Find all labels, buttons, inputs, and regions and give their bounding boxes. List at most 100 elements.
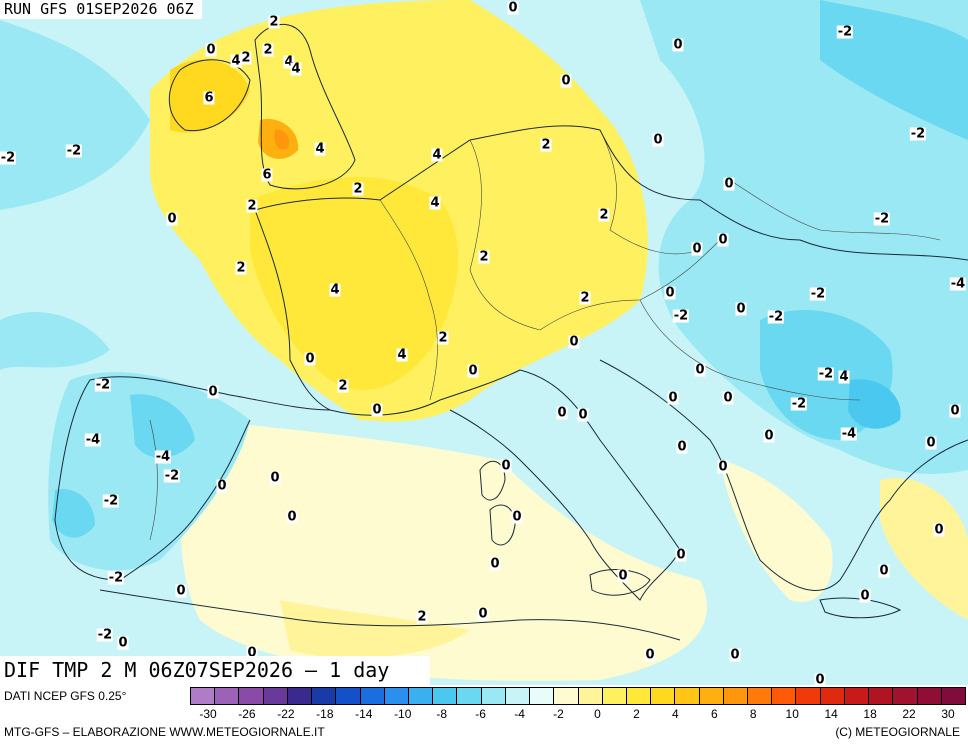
color-scale-tick-label: -2 bbox=[553, 707, 564, 721]
hot-spot-england bbox=[274, 129, 290, 150]
color-scale-swatch bbox=[723, 688, 749, 704]
contour-value-label: 0 bbox=[166, 211, 178, 227]
iberia-cold-core bbox=[130, 394, 195, 458]
contour-value-label: 2 bbox=[478, 249, 490, 265]
color-scale-swatch bbox=[433, 688, 458, 704]
contour-value-label: 0 bbox=[577, 407, 589, 423]
portugal-cold-core bbox=[52, 489, 95, 538]
contour-value-label: 2 bbox=[437, 330, 449, 346]
contour-value-label: 0 bbox=[560, 73, 572, 89]
contour-value-label: 2 bbox=[579, 290, 591, 306]
contour-value-label: 0 bbox=[568, 334, 580, 350]
color-scale-tick-label: -10 bbox=[394, 707, 412, 721]
contour-value-label: 0 bbox=[763, 428, 775, 444]
color-scale-swatch bbox=[626, 688, 652, 704]
color-scale-swatch bbox=[748, 688, 773, 704]
color-scale-swatch bbox=[360, 688, 385, 704]
contour-value-label: 0 bbox=[617, 568, 629, 584]
color-scale-swatch bbox=[941, 688, 965, 704]
contour-value-label: 2 bbox=[598, 207, 610, 223]
contour-value-label: 0 bbox=[878, 563, 890, 579]
contour-value-label: 0 bbox=[667, 390, 679, 406]
contour-value-label: 0 bbox=[729, 647, 741, 663]
contour-value-label: 0 bbox=[507, 0, 519, 16]
color-scale-ticks: -30 -26 -22 -18 -14 -10 -8 -6 -4 -2 0 2 4 6 8 10 14 18 22 3… bbox=[190, 707, 966, 723]
contour-value-label: -4 bbox=[84, 432, 102, 448]
iberia-cool-area bbox=[48, 372, 251, 571]
contour-value-label: 2 bbox=[262, 42, 274, 58]
contour-value-label: 0 bbox=[286, 509, 298, 525]
color-scale-swatch bbox=[869, 688, 894, 704]
russia-cold-area bbox=[820, 0, 968, 140]
contour-value-label: 2 bbox=[235, 260, 247, 276]
color-scale-tick-label: 22 bbox=[902, 707, 916, 721]
color-scale-swatch bbox=[239, 688, 264, 704]
contour-value-label: 4 bbox=[429, 195, 441, 211]
color-scale-tick-label: -8 bbox=[436, 707, 448, 721]
color-scale-tick-label: 2 bbox=[633, 707, 640, 721]
contour-value-label: -2 bbox=[767, 309, 785, 325]
contour-value-label: 2 bbox=[352, 181, 364, 197]
contour-value-label: 0 bbox=[216, 478, 228, 494]
contour-value-label: 0 bbox=[371, 402, 383, 418]
color-scale-swatch bbox=[820, 688, 845, 704]
atlantic-cool-area bbox=[0, 20, 150, 210]
contour-value-label: 0 bbox=[246, 645, 258, 661]
color-scale-swatch bbox=[481, 688, 506, 704]
contour-value-label: -2 bbox=[672, 308, 690, 324]
contour-value-label: 4 bbox=[329, 282, 341, 298]
data-source-label: DATI NCEP GFS 0.25° bbox=[4, 689, 127, 703]
color-scale-swatch bbox=[191, 688, 216, 704]
footer: DATI NCEP GFS 0.25° -30 -26 -22 -18 -14 -10 -8… bbox=[0, 685, 968, 745]
color-scale-swatch bbox=[287, 688, 313, 704]
color-scale-tick-label: -4 bbox=[514, 707, 525, 721]
color-scale-tick-label: 0 bbox=[594, 707, 601, 721]
north-africa-warm-strip bbox=[280, 600, 470, 659]
contour-value-label: 0 bbox=[735, 301, 747, 317]
contour-value-label: 0 bbox=[467, 363, 479, 379]
contour-value-label: 0 bbox=[672, 37, 684, 53]
color-scale-tick-label: 30 bbox=[941, 707, 955, 721]
color-scale-tick-label: -6 bbox=[475, 707, 486, 721]
turkey-warm-area bbox=[880, 478, 968, 620]
contour-value-label: 2 bbox=[268, 14, 280, 30]
contour-value-label: -4 bbox=[949, 276, 967, 292]
atlantic-cool-area-south bbox=[0, 311, 110, 370]
contour-value-label: 0 bbox=[207, 384, 219, 400]
contour-value-label: 6 bbox=[261, 167, 273, 183]
contour-value-label: 0 bbox=[723, 176, 735, 192]
color-scale-swatch bbox=[917, 688, 942, 704]
contour-value-label: 4 bbox=[838, 369, 850, 385]
contour-value-label: 0 bbox=[691, 241, 703, 257]
contour-value-label: 0 bbox=[675, 547, 687, 563]
warm-core-france bbox=[250, 176, 459, 390]
contour-value-label: 2 bbox=[540, 137, 552, 153]
color-scale-tick-label: -26 bbox=[238, 707, 256, 721]
color-scale-swatch bbox=[336, 688, 361, 704]
contour-value-label: 0 bbox=[652, 132, 664, 148]
color-scale-swatch bbox=[772, 688, 797, 704]
contour-value-label: -2 bbox=[65, 143, 83, 159]
contour-value-label: 4 bbox=[290, 61, 302, 77]
color-scale-swatch bbox=[530, 688, 555, 704]
credits-left: MTG-GFS – ELABORAZIONE WWW.METEOGIORNALE… bbox=[4, 725, 325, 739]
contour-value-label: 2 bbox=[416, 609, 428, 625]
color-scale-swatch bbox=[312, 688, 337, 704]
color-scale-swatch bbox=[554, 688, 579, 704]
contour-value-label: -2 bbox=[0, 150, 17, 166]
contour-value-label: -2 bbox=[817, 366, 835, 382]
contour-value-label: 0 bbox=[269, 470, 281, 486]
contour-value-label: -2 bbox=[790, 396, 808, 412]
contour-value-label: 0 bbox=[664, 285, 676, 301]
color-scale-tick-label: -14 bbox=[355, 707, 373, 721]
color-scale-swatch bbox=[263, 688, 288, 704]
color-scale-tick-label: 18 bbox=[863, 707, 877, 721]
country-borders bbox=[149, 129, 941, 541]
contour-value-label: 4 bbox=[396, 347, 408, 363]
contour-value-label: 0 bbox=[489, 556, 501, 572]
color-scale-swatch bbox=[651, 688, 676, 704]
color-scale-swatch bbox=[844, 688, 870, 704]
color-scale-swatch bbox=[602, 688, 627, 704]
contour-value-label: -2 bbox=[163, 468, 181, 484]
contour-value-label: 4 bbox=[431, 147, 443, 163]
